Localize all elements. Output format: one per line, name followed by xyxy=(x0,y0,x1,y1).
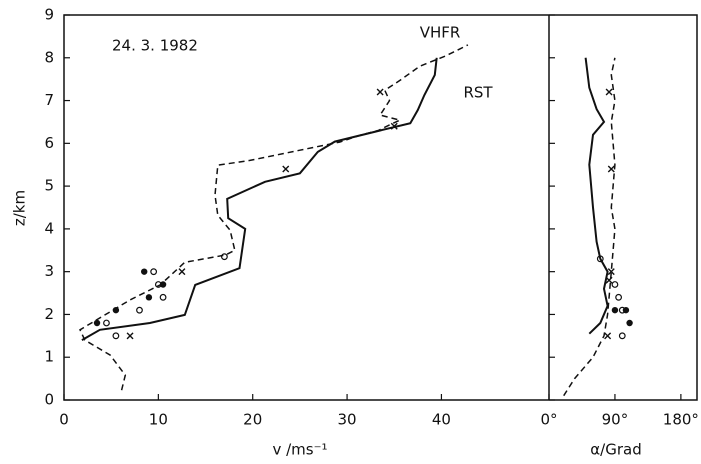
y-tick-label: 2 xyxy=(44,305,54,323)
point xyxy=(103,319,110,327)
point xyxy=(615,293,623,301)
series-label: VHFR xyxy=(420,24,461,42)
point xyxy=(145,294,153,301)
profile-line xyxy=(81,57,438,341)
point xyxy=(141,268,148,275)
y-tick-label: 3 xyxy=(44,262,54,280)
point xyxy=(136,306,143,314)
x-axis-label: α/Grad xyxy=(590,441,641,459)
point xyxy=(159,293,167,301)
y-tick-label: 0 xyxy=(44,391,54,409)
point xyxy=(178,268,186,276)
x-tick-label: 0 xyxy=(59,411,69,429)
point xyxy=(607,268,615,276)
frame xyxy=(63,14,698,401)
point xyxy=(376,88,384,96)
point xyxy=(626,319,633,327)
y-tick-label: 4 xyxy=(44,219,54,237)
point xyxy=(126,332,134,340)
x-tick-label: 30 xyxy=(338,411,357,429)
point xyxy=(596,255,604,263)
series-label: RST xyxy=(463,84,493,102)
point xyxy=(611,281,619,288)
y-tick-label: 7 xyxy=(44,91,54,109)
x-tick-label: 180° xyxy=(663,411,699,429)
point xyxy=(154,281,162,288)
profile-line xyxy=(563,57,616,397)
point xyxy=(282,165,290,173)
y-tick-label: 5 xyxy=(44,177,54,195)
point xyxy=(150,268,158,276)
point xyxy=(618,332,626,340)
point xyxy=(112,332,120,340)
point xyxy=(618,306,626,314)
point xyxy=(221,253,228,261)
point xyxy=(605,276,613,284)
y-tick-label: 6 xyxy=(44,134,54,152)
point xyxy=(605,88,613,96)
point xyxy=(112,306,120,314)
x-tick-label: 10 xyxy=(149,411,168,429)
x-tick-label: 40 xyxy=(432,411,451,429)
point xyxy=(159,281,167,288)
y-tick-label: 8 xyxy=(44,48,54,66)
point xyxy=(607,165,615,173)
x-tick-label: 0° xyxy=(540,411,557,429)
point xyxy=(604,332,612,340)
point xyxy=(390,122,398,130)
x-tick-label: 20 xyxy=(243,411,262,429)
y-axis-label: z/km xyxy=(11,190,29,226)
point xyxy=(611,306,619,314)
date-annotation: 24. 3. 1982 xyxy=(112,37,198,55)
y-tick-label: 1 xyxy=(44,348,54,366)
profile-line xyxy=(79,44,469,391)
point xyxy=(93,319,101,327)
profile-line xyxy=(584,57,609,335)
x-tick-label: 90° xyxy=(602,411,629,429)
x-axis-label: v /ms⁻¹ xyxy=(272,441,327,459)
y-tick-label: 9 xyxy=(44,6,54,24)
